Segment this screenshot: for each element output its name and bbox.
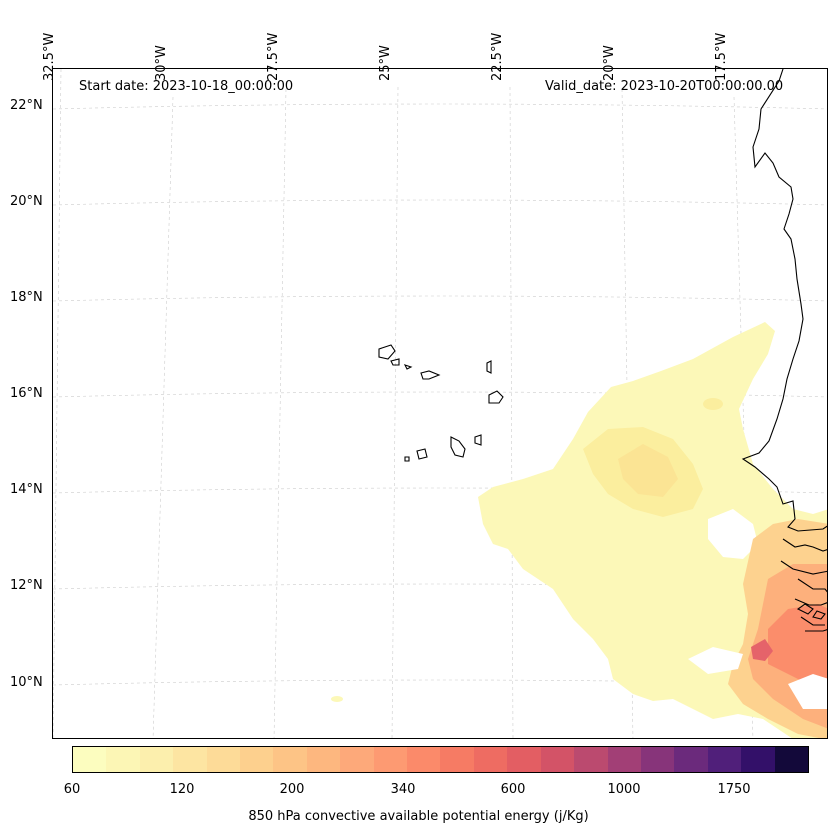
- colorbar-swatch: [306, 747, 341, 772]
- cape-gap-3: [788, 674, 827, 709]
- lon-label-20: 20°W: [602, 45, 617, 81]
- colorbar-swatch: [173, 747, 207, 772]
- colorbar-swatch: [741, 747, 775, 772]
- island-maio: [474, 434, 482, 446]
- colorbar-swatch: [674, 747, 708, 772]
- colorbar-swatch: [106, 747, 140, 772]
- start-date-label: Start date: 2023-10-18_00:00:00: [79, 79, 294, 94]
- coast-detail-1: [796, 603, 814, 615]
- colorbar-swatch: [240, 747, 274, 772]
- coastlines: [378, 69, 827, 632]
- gridline-lat-18: [53, 295, 827, 302]
- gridline-lon-22-5: [509, 86, 514, 738]
- colorbar-swatch: [507, 747, 541, 772]
- cape-region-1000: [751, 639, 773, 661]
- island-santiago: [450, 436, 466, 458]
- colorbar-swatch: [607, 747, 641, 772]
- colorbar-tick-340: 340: [390, 782, 416, 797]
- gridline-lat-20: [53, 199, 827, 206]
- island-sao-vicente: [390, 358, 400, 366]
- island-santo-antao: [378, 344, 396, 360]
- lat-label-20: 20°N: [10, 194, 43, 209]
- colorbar-swatch: [574, 747, 608, 772]
- colorbar-tick-1750: 1750: [717, 782, 751, 797]
- coast-detail-2: [812, 610, 826, 620]
- gridline-lat-10: [53, 679, 827, 686]
- colorbar-tick-1000: 1000: [607, 782, 641, 797]
- island-sal: [486, 360, 492, 374]
- cape-gap: [708, 509, 758, 559]
- cape-gap-2: [688, 647, 743, 674]
- lon-label-25: 25°W: [378, 45, 393, 81]
- island-brava: [404, 456, 410, 462]
- colorbar-swatch: [774, 747, 808, 772]
- lat-label-12: 12°N: [10, 578, 43, 593]
- lat-label-16: 16°N: [10, 386, 43, 401]
- colorbar-tick-120: 120: [169, 782, 195, 797]
- lon-label-30: 30°W: [154, 45, 169, 81]
- lat-label-14: 14°N: [10, 482, 43, 497]
- colorbar-swatch: [73, 747, 107, 772]
- gridline-lat-22: [53, 103, 827, 110]
- gridline-lon-27-5: [273, 88, 287, 738]
- island-santa-luzia: [403, 364, 413, 370]
- africa-coastline: [741, 69, 827, 632]
- colorbar-swatch: [139, 747, 174, 772]
- colorbar-tick-600: 600: [500, 782, 526, 797]
- colorbar-swatch: [206, 747, 241, 772]
- gridline-lon-30: [152, 96, 174, 738]
- colorbar-label: 850 hPa convective available potential e…: [248, 809, 589, 824]
- cape-field: [331, 322, 827, 738]
- valid-date-label: Valid_date: 2023-10-20T00:00:00.00: [545, 79, 784, 94]
- colorbar-swatch: [440, 747, 474, 772]
- colorbar-tick-200: 200: [279, 782, 305, 797]
- island-fogo: [416, 448, 428, 460]
- map-frame: [52, 68, 828, 739]
- colorbar-swatch: [707, 747, 742, 772]
- cape-region-small: [331, 696, 343, 702]
- gridline-lon-25: [391, 86, 399, 738]
- colorbar: [72, 746, 809, 773]
- colorbar-swatch: [473, 747, 508, 772]
- lon-label-17-5: 17.5°W: [714, 32, 729, 81]
- lat-label-10: 10°N: [10, 675, 43, 690]
- map-canvas: [53, 69, 827, 738]
- colorbar-swatch: [340, 747, 374, 772]
- colorbar-swatch: [273, 747, 307, 772]
- lon-label-22-5: 22.5°W: [490, 32, 505, 81]
- colorbar-swatch: [407, 747, 441, 772]
- cape-region-100: [618, 444, 678, 497]
- cape-region-small-2: [703, 398, 723, 410]
- island-boa-vista: [488, 390, 504, 404]
- lon-label-32-5: 32.5°W: [42, 32, 57, 81]
- colorbar-tick-60: 60: [63, 782, 81, 797]
- lat-label-22: 22°N: [10, 98, 43, 113]
- gridline-lon-32-5: [53, 69, 62, 738]
- colorbar-swatch: [640, 747, 675, 772]
- gridline-lat-12: [53, 583, 827, 590]
- gridline-lat-14: [53, 487, 827, 494]
- lat-label-18: 18°N: [10, 290, 43, 305]
- gridline-lat-16: [53, 391, 827, 398]
- colorbar-swatch: [540, 747, 575, 772]
- island-sao-nicolau: [420, 370, 441, 380]
- lon-label-27-5: 27.5°W: [266, 32, 281, 81]
- cape-region-60: [478, 322, 827, 738]
- colorbar-swatch: [373, 747, 408, 772]
